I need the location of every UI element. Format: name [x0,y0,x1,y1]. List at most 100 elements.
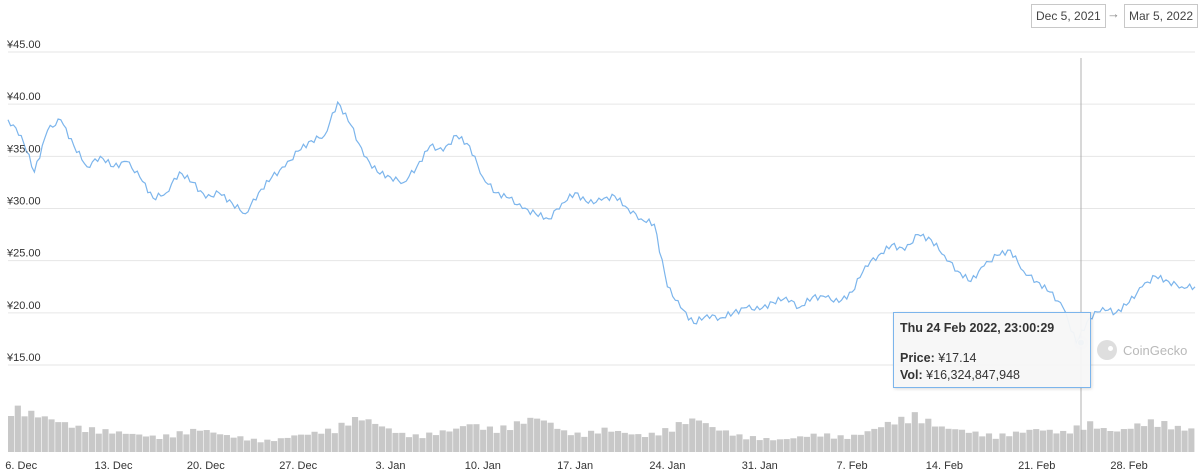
coingecko-watermark: CoinGecko [1097,340,1187,360]
volume-bar [1127,428,1134,452]
volume-bar [931,426,939,452]
volume-bar [183,434,190,452]
volume-bar [291,435,298,452]
volume-bar [257,442,264,452]
volume-bar [722,430,730,452]
volume-bar [621,432,628,452]
volume-bar [61,422,69,452]
volume-bar [351,417,359,452]
tooltip-price-value: ¥17.14 [938,351,977,365]
volume-bar [824,433,831,452]
volume-bar [439,430,446,452]
volume-bar [163,434,170,452]
volume-bar [736,434,743,452]
volume-bar [230,437,237,452]
volume-bar [223,435,230,452]
volume-bar [493,432,500,452]
volume-bar [14,405,21,452]
volume-bar [28,410,35,452]
volume-bar [655,435,662,452]
volume-bar [884,421,891,452]
volume-bar [115,431,123,452]
volume-bar [864,431,871,452]
volume-bar [608,431,615,452]
volume-bar [55,422,62,452]
volume-bar [695,420,703,452]
volume-bar [763,438,770,452]
volume-bar [129,433,136,452]
volume-bar [958,429,966,452]
y-tick-label: ¥35.00 [6,143,41,155]
x-tick-label: 14. Feb [926,460,963,472]
volume-bar [1060,430,1067,452]
y-tick-label: ¥25.00 [6,248,41,260]
volume-bar [668,431,676,452]
x-axis-labels: 6. Dec 13. Dec 20. Dec 27. Dec 3. Jan 10. Jan… [5,460,1147,472]
volume-bar [507,430,514,452]
date-range-start[interactable]: Dec 5, 2021 [1031,4,1106,28]
y-tick-label: ¥40.00 [6,91,41,103]
volume-bar [527,417,534,452]
volume-bar [709,427,716,452]
volume-bar [1093,428,1100,452]
volume-bar [385,428,392,452]
x-tick-label: 6. Dec [5,460,37,472]
x-tick-label: 10. Jan [465,460,501,472]
volume-bar [68,427,75,452]
volume-bars [8,405,1195,452]
volume-bar [716,430,723,452]
volume-bar [41,416,48,452]
volume-bar [500,425,507,452]
volume-bar [399,432,406,452]
volume-bar [540,420,547,452]
volume-bar [675,422,682,452]
volume-bar [857,434,864,452]
volume-bar [797,436,804,452]
tooltip-vol-row: Vol: ¥16,324,847,948 [900,368,1020,382]
volume-bar [776,439,783,452]
volume-bar [1188,428,1195,452]
volume-bar [250,438,257,452]
volume-bar [743,439,750,452]
y-axis-labels: ¥15.00 ¥20.00 ¥25.00 ¥30.00 ¥35.00 ¥40.00 ¥45.… [6,39,41,364]
volume-bar [237,436,244,452]
gecko-logo-icon [1097,340,1117,360]
volume-bar [918,423,925,452]
volume-bar [156,438,163,452]
volume-bar [453,428,460,452]
volume-bar [122,433,129,452]
chart-grid [8,51,1195,366]
volume-bar [271,441,278,452]
volume-bar [203,430,210,452]
volume-bar [844,438,851,452]
volume-bar [702,423,709,452]
volume-bar [1181,430,1188,452]
tooltip-vol-value: ¥16,324,847,948 [926,368,1021,382]
volume-bar [318,433,325,452]
x-tick-label: 31. Jan [742,460,778,472]
x-tick-label: 7. Feb [836,460,867,472]
volume-bar [554,428,561,452]
volume-bar [594,433,601,452]
volume-bar [1039,430,1047,452]
date-range-end[interactable]: Mar 5, 2022 [1124,4,1199,28]
volume-bar [648,432,655,452]
volume-bar [109,433,116,452]
volume-bar [979,436,986,452]
volume-bar [1053,433,1060,452]
tooltip-timestamp: Thu 24 Feb 2022, 23:00:29 [900,321,1055,335]
volume-bar [567,435,574,452]
volume-bar [338,422,345,452]
volume-bar [938,426,945,452]
volume-bar [466,424,473,452]
volume-bar [324,428,332,452]
volume-bar [662,428,669,452]
volume-bar [952,429,959,452]
volume-bar [1147,419,1154,452]
volume-bar [298,434,305,452]
x-tick-label: 20. Dec [187,460,225,472]
volume-bar [790,438,797,452]
volume-bar [1168,429,1175,452]
volume-bar [628,434,635,452]
